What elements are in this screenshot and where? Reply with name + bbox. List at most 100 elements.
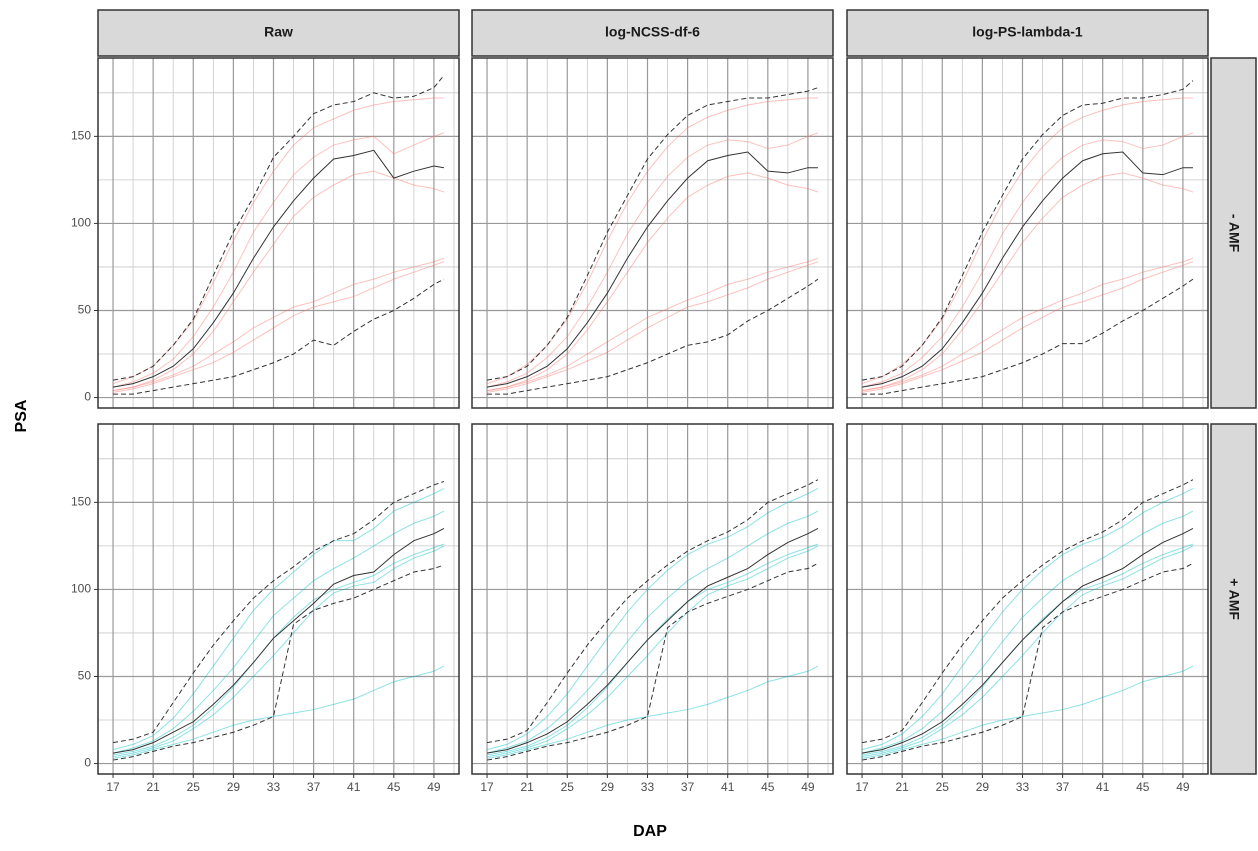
envelope-line: [112, 75, 445, 381]
panel-border: [846, 57, 1209, 409]
x-tick-label: 25: [936, 780, 950, 794]
y-tick-label: 100: [71, 582, 91, 596]
panel-background: [847, 58, 1208, 408]
x-tick-label: 49: [427, 780, 441, 794]
individual-line: [112, 665, 445, 759]
mean-line: [486, 528, 819, 754]
mean-line: [486, 151, 818, 388]
y-tick-label: 0: [84, 756, 91, 770]
x-tick-label: 49: [1176, 780, 1190, 794]
panel-background: [98, 424, 459, 774]
x-tick-label: 37: [1056, 780, 1070, 794]
x-tick-label: 29: [601, 780, 615, 794]
x-tick-label: 17: [480, 780, 494, 794]
column-strip-label: Raw: [264, 24, 293, 40]
individual-line: [486, 172, 819, 392]
x-tick-label: 17: [106, 780, 120, 794]
envelope-line: [113, 278, 445, 395]
mean-line: [861, 528, 1194, 754]
individual-line: [486, 543, 819, 756]
y-axis-title: PSA: [13, 399, 30, 432]
envelope-line: [112, 480, 445, 744]
panel-background: [847, 424, 1208, 774]
column-strip-label: log-NCSS-df-6: [605, 24, 700, 40]
mean-line: [861, 151, 1193, 388]
x-tick-label: 41: [721, 780, 735, 794]
envelope-line: [112, 564, 445, 761]
x-tick-label: 21: [520, 780, 534, 794]
individual-line: [861, 545, 1194, 758]
x-tick-label: 25: [187, 780, 201, 794]
panel-background: [98, 58, 459, 408]
x-tick-label: 41: [1096, 780, 1110, 794]
panel-border: [471, 57, 834, 409]
individual-line: [112, 257, 445, 392]
y-tick-label: 150: [71, 129, 91, 143]
individual-line: [486, 487, 819, 751]
x-tick-label: 25: [561, 780, 575, 794]
column-strip: [846, 9, 1209, 57]
x-tick-label: 41: [347, 780, 361, 794]
y-tick-label: 50: [78, 303, 92, 317]
x-tick-label: 37: [681, 780, 695, 794]
individual-line: [486, 257, 819, 392]
column-strip-label: log-PS-lambda-1: [972, 24, 1083, 40]
mean-line: [112, 528, 445, 754]
x-tick-label: 29: [976, 780, 990, 794]
x-tick-label: 49: [801, 780, 815, 794]
x-tick-label: 33: [267, 780, 281, 794]
x-tick-label: 21: [146, 780, 160, 794]
x-tick-label: 21: [895, 780, 909, 794]
individual-line: [861, 172, 1194, 392]
individual-line: [112, 543, 445, 756]
individual-line: [861, 261, 1194, 393]
individual-line: [486, 665, 819, 759]
y-tick-label: 100: [71, 216, 91, 230]
panel-border: [97, 423, 460, 775]
x-tick-label: 17: [855, 780, 869, 794]
individual-line: [861, 257, 1194, 392]
mean-line: [112, 149, 445, 388]
individual-line: [486, 132, 819, 388]
individual-line: [486, 510, 819, 754]
individual-line: [112, 170, 445, 392]
envelope-line: [486, 87, 819, 381]
envelope-line: [862, 278, 1194, 395]
panel-border: [471, 423, 834, 775]
envelope-line: [861, 80, 1194, 381]
panel-border: [846, 423, 1209, 775]
y-tick-label: 150: [71, 495, 91, 509]
x-axis-title: DAP: [633, 823, 667, 840]
individual-line: [861, 665, 1194, 759]
column-strip: [471, 9, 834, 57]
row-strip: [1210, 423, 1257, 775]
row-strip-label: + AMF: [1226, 578, 1242, 620]
individual-line: [861, 487, 1194, 751]
individual-line: [112, 261, 445, 393]
panel-background: [472, 424, 833, 774]
individual-line: [112, 510, 445, 754]
individual-line: [861, 543, 1194, 756]
column-strip: [97, 9, 460, 57]
x-tick-label: 33: [641, 780, 655, 794]
envelope-line: [486, 562, 819, 761]
row-strip-label: - AMF: [1226, 214, 1242, 253]
envelope-line: [861, 562, 1194, 761]
x-tick-label: 45: [387, 780, 401, 794]
y-tick-label: 50: [78, 669, 92, 683]
x-tick-label: 45: [761, 780, 775, 794]
individual-line: [112, 545, 445, 758]
x-tick-label: 29: [227, 780, 241, 794]
individual-line: [486, 261, 819, 393]
y-tick-label: 0: [84, 390, 91, 404]
individual-line: [112, 132, 445, 388]
panel-background: [472, 58, 833, 408]
envelope-line: [487, 278, 819, 395]
individual-line: [486, 545, 819, 758]
panel-border: [97, 57, 460, 409]
individual-line: [861, 132, 1194, 388]
individual-line: [861, 510, 1194, 754]
x-tick-label: 33: [1016, 780, 1030, 794]
x-tick-label: 45: [1136, 780, 1150, 794]
